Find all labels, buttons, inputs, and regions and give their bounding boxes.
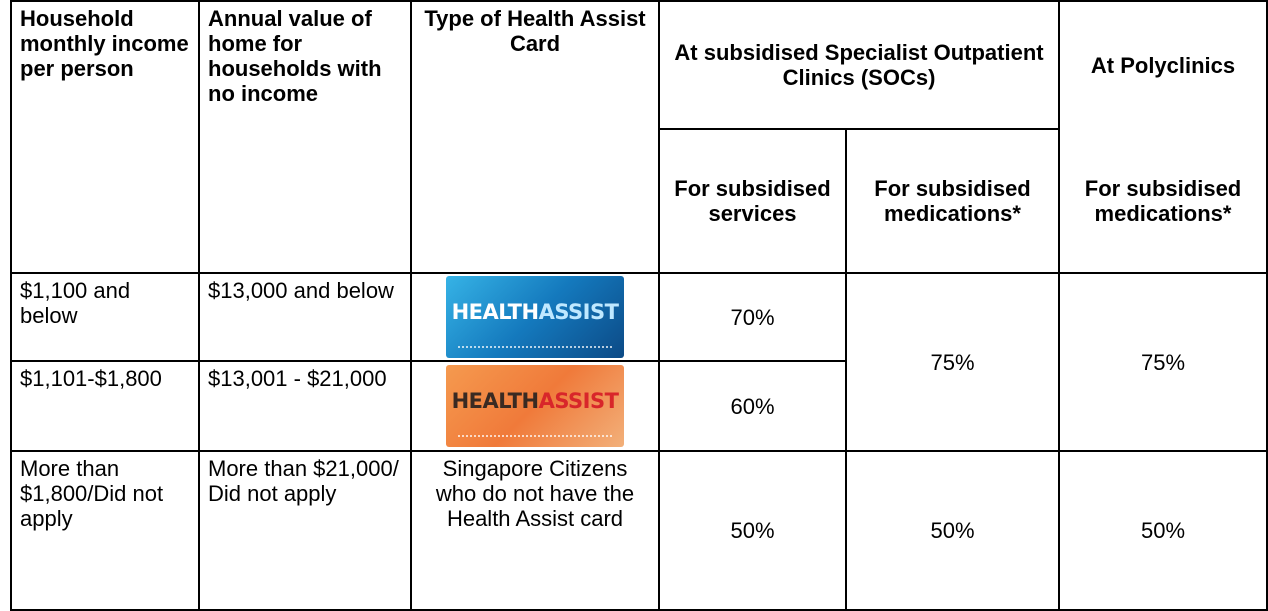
card-fineprint [458,346,612,350]
cell: 60% [659,361,846,451]
header-cell: At Polyclinics [1059,1,1267,129]
cell: 50% [659,451,846,610]
health-assist-card-blue: HEALTHASSIST [446,276,624,358]
header-cell: Household monthly income per person [11,1,199,273]
data-row: More than $1,800/Did not apply More than… [11,451,1267,610]
data-row: $1,100 and below $13,000 and below HEALT… [11,273,1267,361]
card-wordmark: HEALTHASSIST [446,389,624,414]
header-row: Household monthly income per person Annu… [11,1,1267,129]
cell: $13,001 - $21,000 [199,361,411,451]
subheader-cell: For subsidised medications* [1059,129,1267,273]
cell: $1,101-$1,800 [11,361,199,451]
cell: 75% [846,273,1059,451]
card-cell: HEALTHASSIST [411,361,659,451]
card-word: HEALTH [452,300,539,324]
header-cell: At subsidised Specialist Outpatient Clin… [659,1,1059,129]
cell: More than $21,000/ Did not apply [199,451,411,610]
header-cell: Annual value of home for households with… [199,1,411,273]
card-word: HEALTH [452,389,539,413]
card-word: ASSIST [539,300,619,324]
card-word: ASSIST [539,389,619,413]
cell: 75% [1059,273,1267,451]
cell: 50% [846,451,1059,610]
card-wordmark: HEALTHASSIST [446,300,624,325]
cell: Singapore Citizens who do not have the H… [411,451,659,610]
page: {"header": { "columns": ["Household mont… [0,0,1268,607]
health-assist-card-orange: HEALTHASSIST [446,365,624,447]
cell: 50% [1059,451,1267,610]
subheader-cell: For subsidised services [659,129,846,273]
subsidy-table: Household monthly income per person Annu… [10,0,1268,611]
cell: $13,000 and below [199,273,411,361]
card-fineprint [458,435,612,439]
cell: 70% [659,273,846,361]
cell: More than $1,800/Did not apply [11,451,199,610]
cell: $1,100 and below [11,273,199,361]
subheader-cell: For subsidised medications* [846,129,1059,273]
header-cell: Type of Health Assist Card [411,1,659,273]
card-cell: HEALTHASSIST [411,273,659,361]
